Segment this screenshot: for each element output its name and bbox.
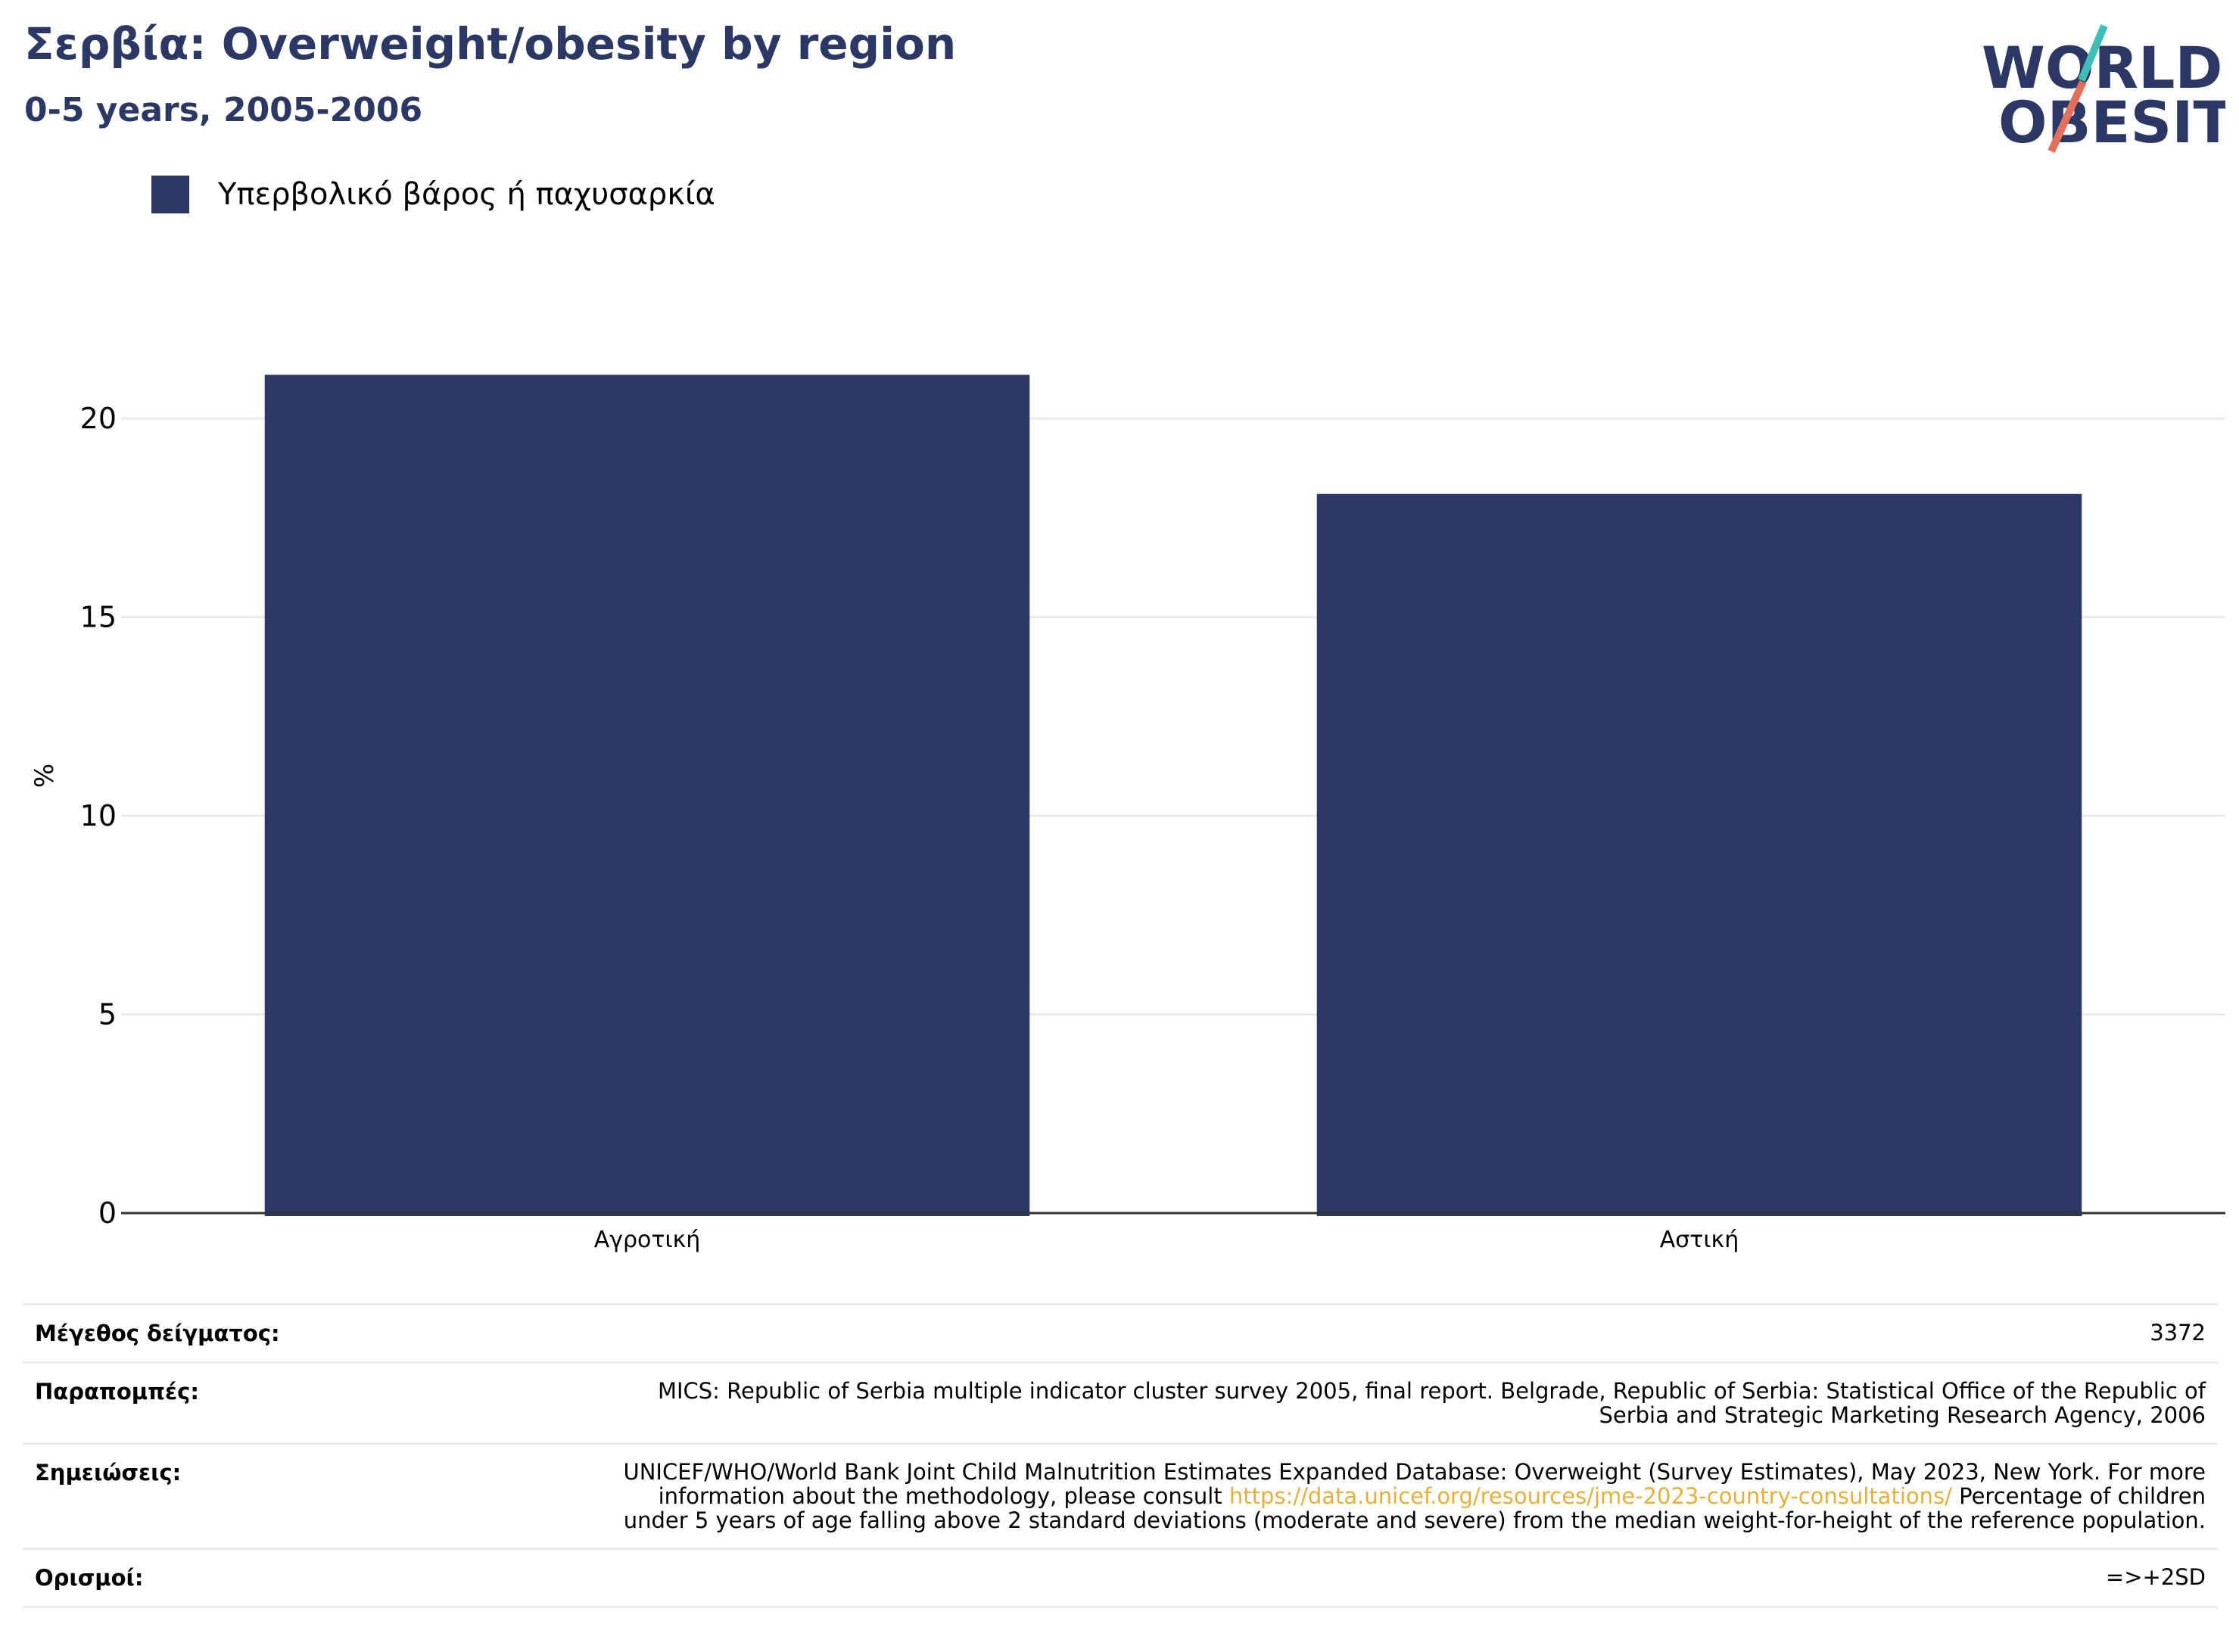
meta-row-sample: Μέγεθος δείγματος: 3372 (23, 1303, 2218, 1361)
legend-swatch (151, 176, 189, 213)
y-tick-labels: 0 5 10 15 20 (80, 402, 117, 1230)
logo-slash-teal (2078, 24, 2108, 82)
y-tick-label: 15 (80, 601, 117, 634)
definitions-label: Ορισμοί: (35, 1565, 144, 1591)
notes-value: UNICEF/WHO/World Bank Joint Child Malnut… (616, 1460, 2206, 1532)
notes-label: Σημειώσεις: (35, 1460, 182, 1486)
y-tick-label: 5 (98, 998, 117, 1031)
notes-text-before: UNICEF/WHO/World Bank Joint Child Malnut… (623, 1459, 2206, 1509)
chart-subtitle: 0-5 years, 2005-2006 (24, 91, 423, 129)
x-tick-label: Αστική (1660, 1227, 1739, 1253)
y-tick-label: 0 (98, 1196, 117, 1230)
meta-row-notes: Σημειώσεις: UNICEF/WHO/World Bank Joint … (23, 1442, 2218, 1548)
notes-text-after: Percentage of children under 5 years of … (623, 1483, 2206, 1533)
logo-slash-coral (2047, 79, 2087, 154)
legend: Υπερβολικό βάρος ή παχυσαρκία (151, 176, 715, 213)
y-tick-label: 20 (80, 402, 117, 435)
x-tick-labels: Αγροτική Αστική (594, 1227, 1739, 1253)
logo-line-1: WORLD (1982, 34, 2222, 101)
y-tick-label: 10 (80, 799, 117, 832)
legend-label: Υπερβολικό βάρος ή παχυσαρκία (218, 177, 715, 212)
chart-title: Σερβία: Overweight/obesity by region (24, 18, 957, 70)
notes-link[interactable]: https://data.unicef.org/resources/jme-20… (1228, 1483, 1952, 1509)
y-axis-label: % (30, 764, 60, 788)
metadata-table: Μέγεθος δείγματος: 3372 Παραπομπές: MICS… (23, 1303, 2218, 1608)
logo-line-2: OBESITY (1998, 89, 2225, 156)
bar-chart: 0 5 10 15 20 Αγροτική Αστική % (30, 375, 2225, 1253)
definitions-value: =>+2SD (2105, 1564, 2206, 1590)
sample-size-value: 3372 (2150, 1320, 2206, 1346)
world-obesity-logo: WORLD OBESITY (1982, 24, 2225, 156)
bars (264, 375, 2082, 1216)
bar[interactable] (1316, 493, 2082, 1216)
references-value: MICS: Republic of Serbia multiple indica… (657, 1378, 2206, 1428)
sample-size-label: Μέγεθος δείγματος: (35, 1321, 280, 1346)
bar[interactable] (264, 375, 1030, 1216)
meta-row-references: Παραπομπές: MICS: Republic of Serbia mul… (23, 1361, 2218, 1442)
references-label: Παραπομπές: (35, 1379, 199, 1405)
x-tick-label: Αγροτική (594, 1227, 701, 1253)
meta-row-definitions: Ορισμοί: =>+2SD (23, 1548, 2218, 1608)
